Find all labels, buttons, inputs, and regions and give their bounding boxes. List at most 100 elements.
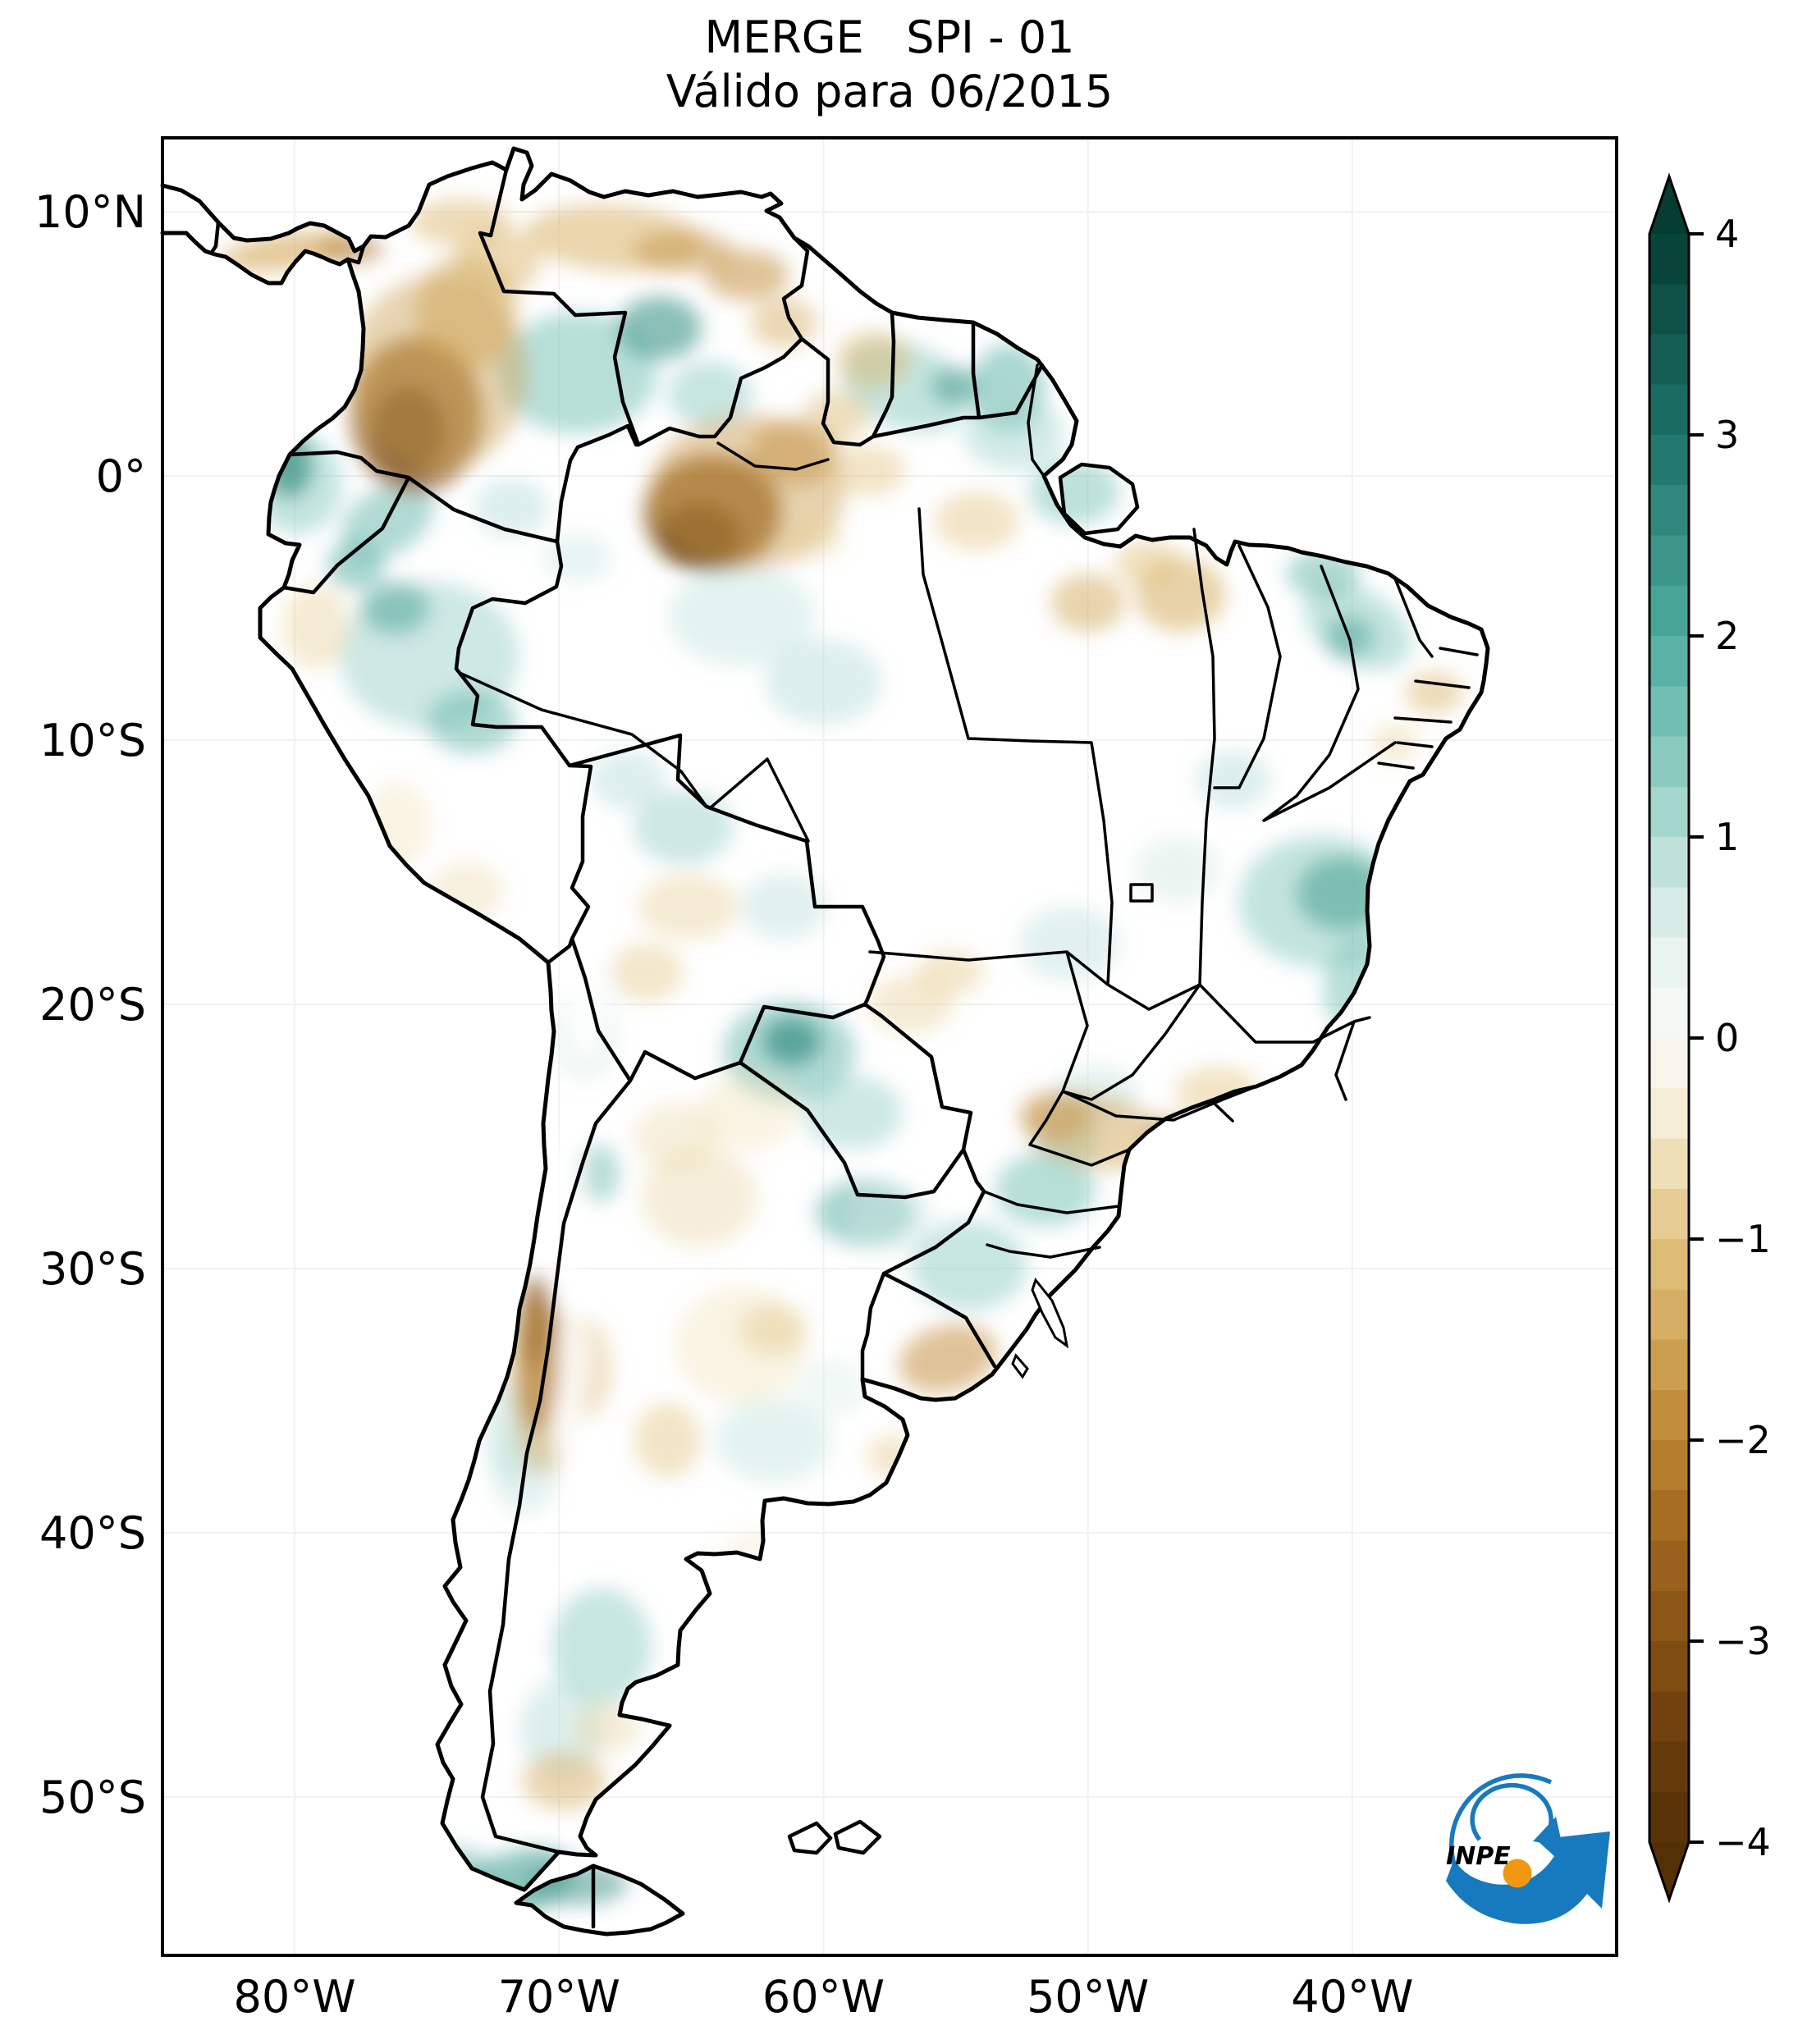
spi-anomaly-blob [802, 1075, 904, 1150]
spi-anomaly-blob [765, 639, 882, 725]
figure-subtitle: Válido para 06/2015 [666, 66, 1113, 117]
state-borders [458, 364, 1479, 1259]
spi-anomaly-blob [522, 1752, 607, 1810]
marajo-island-outline [1058, 462, 1140, 536]
lat-tick-label: 20°S [39, 979, 146, 1031]
spi-anomaly-blob [551, 1588, 652, 1705]
spi-anomaly-blob [934, 492, 1019, 551]
colorbar-tick-label: −4 [1715, 1820, 1771, 1864]
lat-tick-label: 40°S [39, 1507, 146, 1559]
spi-anomaly-blob [519, 1677, 605, 1779]
inpe-inner-arrowhead [1533, 1817, 1562, 1846]
spi-anomaly-blob [1018, 906, 1120, 981]
spi-field [221, 199, 1464, 1926]
spi-anomaly-blob [1050, 574, 1125, 633]
spi-anomaly-blob [917, 949, 984, 995]
lat-tick-label: 10°N [34, 186, 146, 238]
inpe-logo-text: INPE [1446, 1842, 1511, 1871]
inpe-orbit-arc [1449, 1773, 1593, 1918]
spi-anomaly-blob [995, 1152, 1096, 1227]
spi-anomaly-blob [455, 229, 541, 295]
colorbar-tick-label: 1 [1715, 815, 1739, 859]
spi-anomaly-blob [633, 230, 734, 273]
colorbar-tick-label: −3 [1715, 1619, 1771, 1663]
spi-anomaly-blob [609, 943, 684, 1002]
colorbar-tick-label: 3 [1715, 413, 1739, 457]
spi-anomaly-blob [930, 368, 981, 405]
spi-anomaly-blob [1144, 1115, 1211, 1164]
spi-anomaly-blob [638, 873, 739, 940]
figure-title: MERGE SPI - 01 [705, 11, 1075, 63]
inpe-inner-arc [1470, 1782, 1553, 1841]
no-data-mask [564, 943, 607, 1060]
lat-tick-label: 50°S [39, 1772, 146, 1823]
spi-anomaly-blob [573, 1703, 640, 1754]
map-frame [161, 136, 1618, 1957]
spi-anomaly-blob [1238, 835, 1403, 967]
spi-anomaly-blob [282, 584, 350, 670]
lon-tick-label: 50°W [1027, 1971, 1149, 2023]
spi-anomaly-blob [836, 331, 911, 389]
lat-tick-label: 30°S [39, 1243, 146, 1295]
falkland-islands-outline [787, 1819, 882, 1855]
spi-anomaly-blob [715, 1397, 832, 1483]
colorbar-tick-label: 4 [1715, 212, 1739, 256]
spi-anomaly-blob [849, 1185, 935, 1252]
spi-anomaly-blob [739, 1304, 807, 1355]
spi-anomaly-blob [831, 446, 906, 496]
spi-anomaly-blob [641, 1146, 757, 1248]
coastline [160, 146, 1490, 1892]
spi-anomaly-blob [633, 1103, 718, 1170]
lon-tick-label: 40°W [1291, 1971, 1413, 2023]
colorbar-ticks: 4 3 2 1 0 −1 −2 −3 −4 [1689, 212, 1771, 1864]
spi-anomaly-blob [326, 542, 385, 590]
lagoa-dos-patos [1011, 1277, 1069, 1379]
spi-anomaly-blob [634, 1403, 701, 1478]
colorbar-tick-label: 0 [1715, 1016, 1739, 1060]
spi-anomaly-blob [617, 296, 702, 360]
inpe-swoosh-arrow [1446, 1831, 1610, 1924]
colorbar: 4 3 2 1 0 −1 −2 −3 −4 [1648, 172, 1771, 1904]
spi-anomaly-blob [1405, 671, 1464, 714]
lon-tick-label: 80°W [234, 1971, 356, 2023]
spi-anomaly-blob [741, 873, 826, 940]
no-data-mask [551, 1139, 583, 1240]
longitude-axis: 80°W 70°W 60°W 50°W 40°W [234, 1971, 1414, 2023]
colorbar-extend-max [1649, 176, 1689, 234]
no-data-mask [523, 1522, 553, 1623]
spi-anomaly-blob [474, 478, 549, 537]
spi-anomaly-blob [1115, 539, 1183, 588]
spi-anomaly-blob [794, 1358, 869, 1417]
no-data-mask [549, 1223, 579, 1314]
no-data-mask [553, 1379, 581, 1465]
lat-tick-label: 0° [96, 450, 146, 502]
country-borders [210, 167, 1045, 1929]
inpe-orange-dot [1503, 1859, 1532, 1888]
spi-anomaly-blob [704, 249, 789, 300]
colorbar-extend-min [1649, 1842, 1689, 1900]
spi-anomaly-blob [667, 565, 816, 666]
tierra-del-fuego-outline [514, 1863, 685, 1937]
spi-anomaly-blob [1135, 836, 1220, 903]
lon-tick-label: 60°W [762, 1971, 885, 2023]
spi-anomaly-blob [803, 390, 870, 441]
spi-anomaly-blob [590, 750, 666, 809]
lat-tick-label: 10°S [39, 715, 146, 766]
spi-anomaly-blob [898, 1324, 997, 1393]
spi-anomaly-blob [1323, 938, 1398, 1039]
spi-anomaly-blob [360, 581, 430, 635]
inpe-logo: INPE [1446, 1773, 1610, 1924]
spi-anomaly-blob [577, 1144, 620, 1203]
latitude-axis: 10°N 0° 10°S 20°S 30°S 40°S 50°S [34, 186, 146, 1823]
colorbar-gradient [1649, 234, 1689, 1842]
colorbar-tick-label: 2 [1715, 614, 1739, 658]
colorbar-tick-label: −2 [1715, 1418, 1771, 1462]
spi-anomaly-blob [696, 1075, 798, 1150]
colorbar-tick-label: −1 [1715, 1217, 1771, 1261]
spi-anomaly-blob [777, 514, 844, 560]
no-data-mask [511, 1601, 538, 1702]
lon-tick-label: 70°W [498, 1971, 620, 2023]
spi-anomaly-blob [1018, 1090, 1094, 1141]
